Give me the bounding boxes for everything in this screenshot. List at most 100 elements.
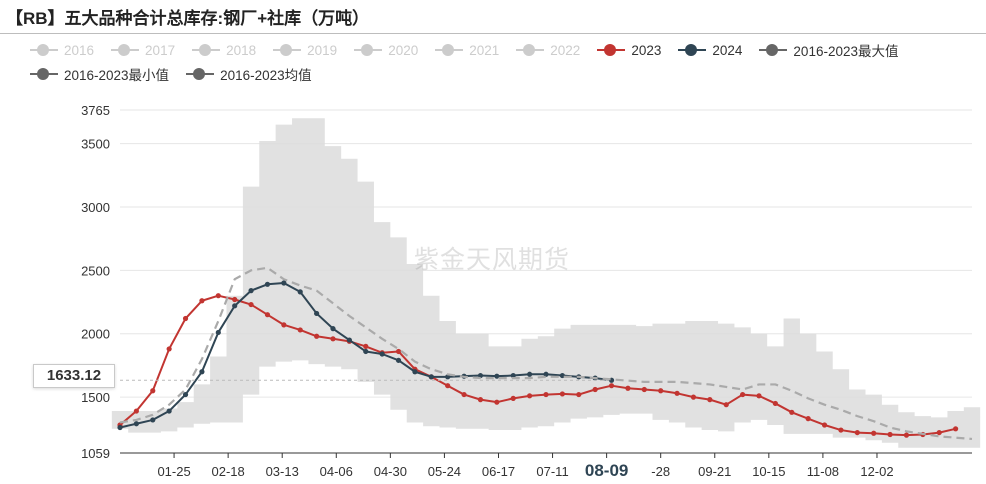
legend-2022-icon	[516, 44, 545, 56]
legend-2021-icon	[435, 44, 464, 56]
series-point-2024	[428, 374, 434, 380]
series-point-2024	[477, 372, 484, 379]
series-point-2023	[297, 327, 303, 333]
legend-item-max[interactable]: 2016-2023最大值	[759, 40, 898, 60]
series-point-2023	[608, 383, 615, 389]
series-point-2023	[494, 399, 500, 405]
y-pointer-value: 1633.12	[33, 364, 115, 388]
legend-item-2016[interactable]: 2016	[30, 43, 94, 58]
x-tick-label: 12-02	[860, 464, 893, 479]
series-point-2024	[199, 369, 205, 375]
y-tick-label: 3000	[81, 200, 110, 215]
y-tick-label: 2500	[81, 263, 110, 278]
x-tick-label: 07-11	[536, 464, 568, 479]
legend-label-2024: 2024	[712, 42, 743, 58]
x-tick-label: 11-08	[807, 464, 839, 479]
x-tick-label: 01-25	[157, 464, 190, 479]
series-point-2023	[199, 298, 205, 304]
legend-2018-icon	[192, 44, 221, 56]
legend-item-2023[interactable]: 2023	[597, 43, 661, 58]
series-point-2024	[232, 303, 238, 309]
x-tick-label: 09-21	[698, 464, 731, 479]
legend-2019-icon	[273, 44, 302, 56]
series-point-2023	[674, 390, 680, 396]
legend-item-2024[interactable]: 2024	[678, 43, 742, 58]
series-point-2023	[150, 388, 156, 394]
legend-2024-icon	[678, 44, 707, 56]
x-tick-label: 05-24	[428, 464, 461, 479]
series-point-2023	[543, 391, 549, 398]
series-point-2024	[166, 408, 172, 414]
series-point-2023	[821, 422, 828, 428]
legend-label-2022: 2022	[550, 42, 581, 58]
series-point-2024	[281, 280, 287, 286]
legend-max-icon	[759, 44, 788, 56]
series-point-2023	[707, 397, 713, 403]
series-point-2023	[232, 296, 238, 303]
legend-label-2023: 2023	[631, 42, 662, 58]
series-point-2024	[248, 288, 254, 294]
series-point-2024	[117, 424, 123, 431]
legend-label-2021: 2021	[469, 42, 500, 58]
legend-item-2020[interactable]: 2020	[354, 43, 418, 58]
legend-item-2021[interactable]: 2021	[435, 43, 499, 58]
series-line-2016-2023均值	[119, 266, 973, 441]
series-point-2023	[510, 395, 516, 401]
series-point-2023	[789, 409, 795, 415]
series-point-2024	[150, 417, 156, 423]
y-tick-label: 3765	[81, 103, 110, 118]
legend-avg-icon	[186, 68, 215, 80]
series-point-2024	[314, 310, 320, 317]
series-point-2024	[527, 371, 533, 377]
x-tick-label: 08-09	[585, 461, 628, 480]
series-point-2023	[625, 385, 631, 391]
series-point-2023	[723, 402, 729, 408]
series-point-2024	[363, 348, 369, 355]
legend-label-2019: 2019	[307, 42, 338, 58]
legend-row-1: 2016 2017 2018 2019 2020 2021 2022 2023 …	[30, 38, 980, 62]
legend-item-2022[interactable]: 2022	[516, 43, 580, 58]
legend-label-2018: 2018	[226, 42, 257, 58]
series-point-2024	[412, 369, 418, 375]
series-point-2023	[641, 386, 647, 393]
legend-min-icon	[30, 68, 58, 80]
legend-2016-icon	[30, 44, 58, 56]
x-tick-label: -28	[651, 464, 670, 479]
series-point-2023	[477, 397, 484, 403]
legend-item-avg[interactable]: 2016-2023均值	[186, 64, 312, 84]
series-point-2024	[510, 372, 516, 379]
legend-2020-icon	[354, 44, 383, 56]
series-point-2023	[461, 391, 467, 398]
series-point-2023	[527, 393, 533, 399]
legend-item-2019[interactable]: 2019	[273, 43, 337, 58]
range-band	[111, 118, 981, 448]
series-point-2024	[133, 421, 139, 427]
series-point-2024	[494, 373, 500, 379]
series-point-2024	[264, 281, 271, 287]
legend-item-min[interactable]: 2016-2023最小值	[30, 64, 169, 84]
series-point-2023	[576, 391, 582, 398]
legend-item-2018[interactable]: 2018	[192, 43, 256, 58]
chart-title: 【RB】五大品种合计总库存:钢厂+社库（万吨）	[6, 9, 370, 28]
series-line-2023	[119, 294, 956, 437]
series-point-2024	[543, 371, 549, 377]
legend-2017-icon	[111, 44, 140, 56]
series-point-2023	[838, 427, 844, 433]
watermark: 紫金天风期货	[414, 246, 571, 274]
series-point-2024	[297, 289, 303, 295]
legend-item-2017[interactable]: 2017	[111, 43, 175, 58]
series-point-2023	[215, 293, 221, 299]
series-point-2023	[264, 312, 271, 318]
series-point-2023	[740, 391, 746, 398]
y-tick-label: 1059	[81, 446, 110, 461]
y-tick-label: 2000	[81, 327, 110, 342]
series-point-2024	[346, 337, 352, 343]
series-point-2023	[936, 429, 942, 436]
series-point-2023	[248, 301, 254, 308]
legend-label-2017: 2017	[145, 42, 176, 58]
legend-label-2020: 2020	[388, 42, 419, 58]
series-point-2023	[166, 346, 172, 352]
x-tick-label: 04-06	[320, 464, 353, 479]
legend-label-avg: 2016-2023均值	[220, 68, 312, 83]
series-point-2024	[395, 357, 402, 363]
